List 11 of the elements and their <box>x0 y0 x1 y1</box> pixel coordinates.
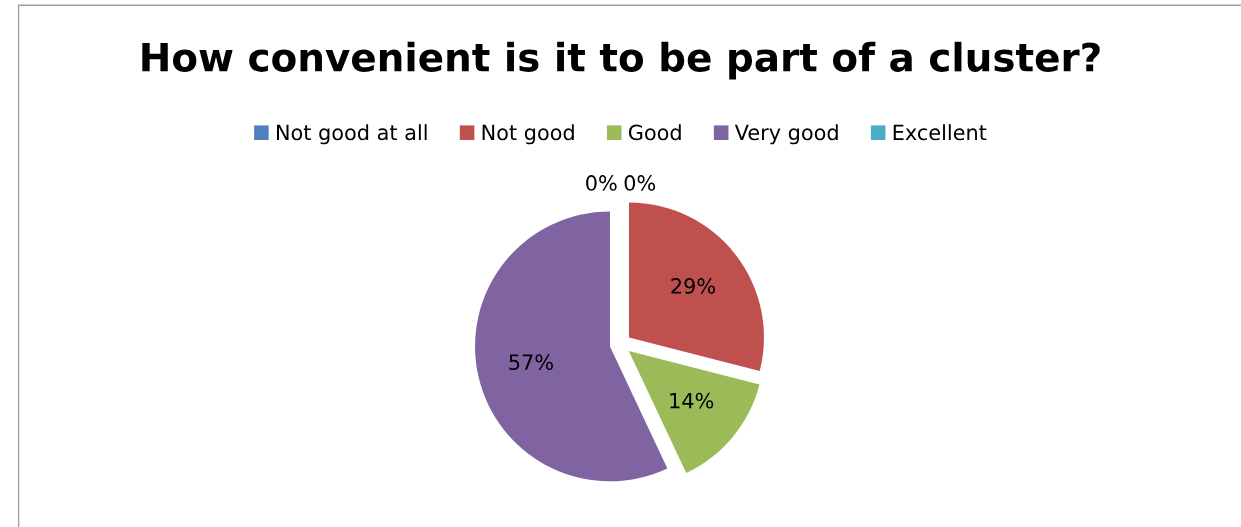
legend-label: Not good <box>482 124 574 145</box>
text: 0% <box>586 175 617 191</box>
chart-title: How convenient is it to be part of a cluster? <box>142 41 1100 80</box>
data-label: 57% <box>509 354 553 371</box>
legend-label: Excellent <box>893 124 987 141</box>
legend-label: Very good <box>734 124 838 145</box>
text: 0% <box>624 175 656 191</box>
data-label: 14% <box>670 392 714 409</box>
legend-label: Not good at all <box>276 124 427 145</box>
data-label: 29% <box>671 278 715 294</box>
legend-label: Good <box>628 124 681 141</box>
